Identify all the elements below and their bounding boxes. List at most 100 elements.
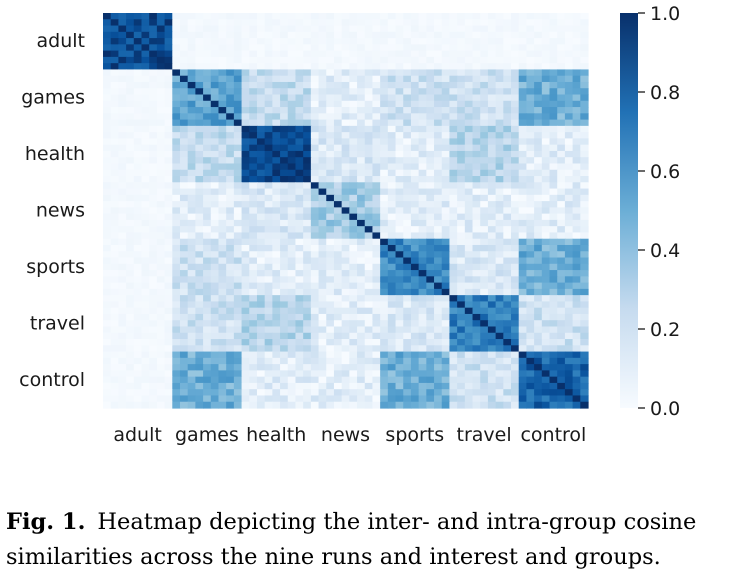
heatmap-cell <box>318 376 327 384</box>
heatmap-cell <box>372 376 381 384</box>
heatmap-cell <box>318 94 327 102</box>
heatmap-cell <box>480 94 489 102</box>
heatmap-cell <box>464 351 474 359</box>
heatmap-cell <box>526 94 535 102</box>
heatmap-cell <box>511 395 520 403</box>
heatmap-cell <box>580 395 589 403</box>
heatmap-cell <box>233 320 243 328</box>
heatmap-cell <box>110 75 119 83</box>
heatmap-cell <box>126 313 135 321</box>
heatmap-cell <box>164 125 173 133</box>
heatmap-cell <box>318 295 327 303</box>
heatmap-cell <box>149 332 158 340</box>
heatmap-cell <box>203 295 212 303</box>
heatmap-cell <box>156 150 166 158</box>
heatmap-cell <box>387 370 397 378</box>
heatmap-cell <box>179 157 189 165</box>
heatmap-cell <box>426 81 435 89</box>
heatmap-cell <box>464 144 474 152</box>
heatmap-cell <box>103 13 112 20</box>
heatmap-cell <box>357 313 366 321</box>
heatmap-cell <box>580 320 589 328</box>
heatmap-cell <box>387 157 397 165</box>
heatmap-cell <box>256 201 266 208</box>
heatmap-cell <box>457 401 466 409</box>
heatmap-cell <box>233 25 243 33</box>
heatmap-cell <box>480 138 489 146</box>
heatmap-cell <box>487 144 497 152</box>
heatmap-cell <box>549 270 558 277</box>
figure-caption: Fig. 1. Heatmap depicting the inter- and … <box>6 505 752 575</box>
heatmap-cell <box>249 320 258 328</box>
heatmap-cell <box>549 44 558 52</box>
heatmap-cell <box>410 119 420 127</box>
heatmap-cell <box>464 119 474 127</box>
heatmap-cell <box>464 13 474 20</box>
heatmap-cell <box>333 244 343 252</box>
heatmap-cell <box>133 119 143 127</box>
heatmap-cell <box>441 345 451 353</box>
heatmap-cell <box>179 31 189 39</box>
heatmap-cell <box>233 219 243 227</box>
heatmap-cell <box>549 276 558 284</box>
heatmap-cell <box>210 38 220 45</box>
heatmap-cell <box>372 188 381 196</box>
heatmap-cell <box>272 238 281 246</box>
heatmap-cell <box>418 56 427 64</box>
heatmap-cell <box>418 382 427 390</box>
heatmap-cell <box>503 232 512 240</box>
heatmap-cell <box>541 226 551 234</box>
heatmap-cell <box>333 301 343 309</box>
heatmap-cell <box>341 401 350 409</box>
heatmap-cell <box>326 119 335 127</box>
heatmap-cell <box>287 219 297 227</box>
heatmap-cell <box>549 100 558 108</box>
heatmap-cell <box>349 119 358 127</box>
heatmap-cell <box>341 370 350 378</box>
heatmap-cell <box>303 382 312 390</box>
heatmap-cell <box>403 219 412 227</box>
heatmap-cell <box>380 357 389 365</box>
heatmap-cell <box>410 257 420 265</box>
heatmap-cell <box>141 357 150 365</box>
heatmap-cell <box>156 50 166 58</box>
heatmap-cell <box>210 382 220 390</box>
heatmap-cell <box>318 19 327 27</box>
heatmap-cell <box>449 370 458 378</box>
heatmap-cell <box>441 395 451 403</box>
heatmap-cell <box>241 81 250 89</box>
heatmap-cell <box>418 395 427 403</box>
heatmap-cell <box>195 276 204 284</box>
heatmap-cell <box>118 270 127 277</box>
heatmap-cell <box>418 320 427 328</box>
heatmap-cell <box>511 238 520 246</box>
heatmap-cell <box>534 44 543 52</box>
heatmap-cell <box>464 88 474 96</box>
heatmap-cell <box>580 138 589 146</box>
heatmap-cell <box>449 182 458 190</box>
heatmap-cell <box>480 364 489 371</box>
heatmap-cell <box>357 50 366 58</box>
heatmap-cell <box>495 251 504 259</box>
heatmap-cell <box>318 332 327 340</box>
heatmap-cell <box>395 389 404 397</box>
heatmap-cell <box>133 182 143 190</box>
heatmap-cell <box>426 320 435 328</box>
heatmap-cell <box>557 132 566 139</box>
heatmap-cell <box>318 232 327 240</box>
heatmap-cell <box>156 63 166 71</box>
heatmap-cell <box>495 44 504 52</box>
heatmap-cell <box>341 238 350 246</box>
heatmap-cell <box>118 44 127 52</box>
heatmap-cell <box>541 201 551 208</box>
heatmap-cell <box>357 100 366 108</box>
heatmap-cell <box>541 251 551 259</box>
heatmap-cell <box>572 132 581 139</box>
heatmap-cell <box>572 257 581 265</box>
heatmap-cell <box>249 194 258 202</box>
heatmap-cell <box>472 376 481 384</box>
heatmap-cell <box>295 376 304 384</box>
heatmap-cell <box>210 295 220 303</box>
heatmap-cell <box>349 332 358 340</box>
heatmap-cell <box>349 257 358 265</box>
